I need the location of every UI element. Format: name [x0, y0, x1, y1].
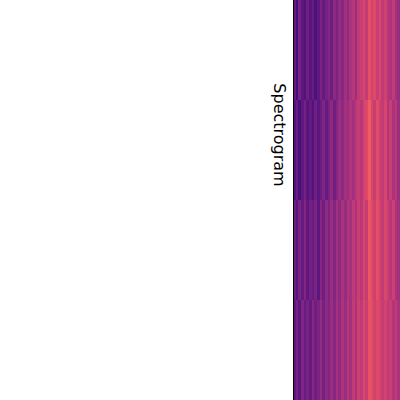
chart: Spectrogram: [0, 0, 400, 400]
heatmap-cells: [293, 0, 400, 400]
plot-frame: [293, 0, 294, 400]
cell: [397, 100, 400, 201]
cell: [397, 300, 400, 400]
title: Spectrogram: [270, 83, 289, 186]
cell: [397, 0, 400, 101]
cell: [397, 200, 400, 301]
